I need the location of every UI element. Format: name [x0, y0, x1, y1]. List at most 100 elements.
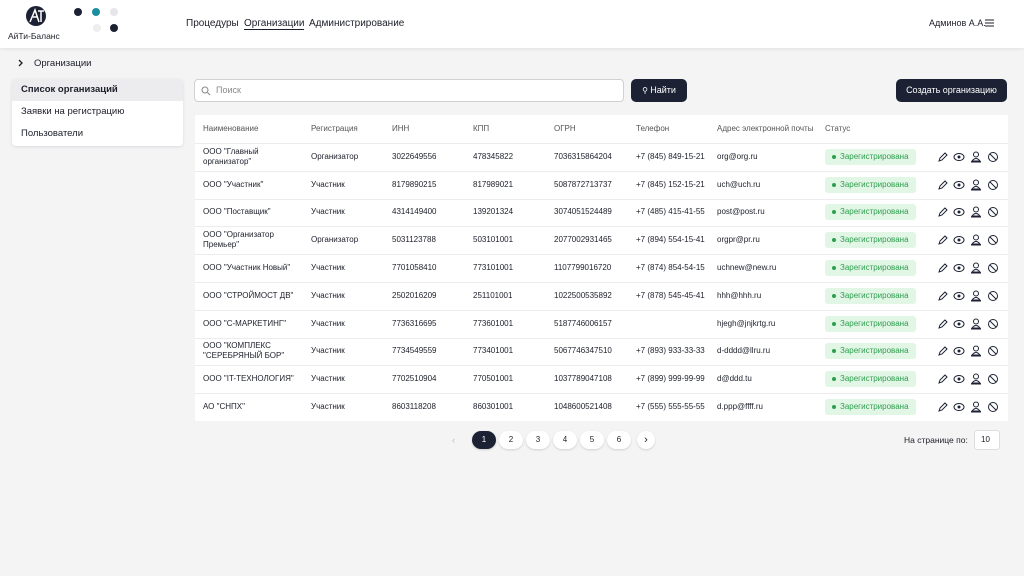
- table-cell: org@org.ru: [717, 151, 758, 161]
- table-cell: ООО "Участник": [203, 179, 264, 189]
- user-menu[interactable]: Админов А.А.: [929, 18, 986, 28]
- page-button[interactable]: 4: [553, 431, 577, 449]
- table-cell: Участник: [311, 402, 345, 412]
- table-cell: uchnew@new.ru: [717, 263, 777, 273]
- table-cell: 139201324: [473, 207, 514, 217]
- column-header: Телефон: [636, 124, 670, 133]
- action-icons[interactable]: [937, 151, 1007, 163]
- nav-link[interactable]: Организации: [244, 18, 305, 30]
- table-cell: d@ddd.tu: [717, 374, 752, 384]
- table-cell: 5087872713737: [554, 179, 612, 189]
- status-badge: Зарегистрирована: [825, 371, 916, 388]
- table: Наименование Регистрация ИНН КПП ОГРН Телефон…: [195, 115, 1008, 421]
- breadcrumb-arrow: [18, 59, 23, 67]
- table-cell: 5067746347510: [554, 346, 612, 356]
- status-cell: Зарегистрирована: [825, 310, 925, 338]
- status-cell: Зарегистрирована: [825, 393, 925, 421]
- status-cell: Зарегистрирована: [825, 143, 925, 171]
- status-cell: Зарегистрирована: [825, 226, 925, 254]
- table-cell: 5031123788: [392, 235, 436, 245]
- row-actions[interactable]: [937, 338, 1007, 366]
- status-cell: Зарегистрирована: [825, 199, 925, 227]
- status-badge: Зарегистрирована: [825, 315, 916, 332]
- sidebar-item[interactable]: Пользователи: [21, 128, 84, 139]
- column-header: Статус: [825, 124, 851, 133]
- row-actions[interactable]: [937, 310, 1007, 338]
- status-cell: Зарегистрирована: [825, 338, 925, 366]
- per-page-select[interactable]: 10: [974, 430, 1000, 450]
- table-cell: ООО "Поставщик": [203, 207, 271, 217]
- table-cell: 1037789047108: [554, 374, 612, 384]
- action-icons[interactable]: [937, 262, 1007, 274]
- table-cell: 7734549559: [392, 346, 437, 356]
- table-cell: uch@uch.ru: [717, 179, 761, 189]
- table-cell: 2077002931465: [554, 235, 612, 245]
- row-actions[interactable]: [937, 365, 1007, 393]
- prev-page[interactable]: ‹: [452, 435, 455, 445]
- status-dot: [832, 349, 836, 354]
- page-button[interactable]: 2: [499, 431, 523, 449]
- menu-icon[interactable]: [985, 19, 994, 27]
- action-icons[interactable]: [937, 401, 1007, 413]
- table-cell: 8179890215: [392, 179, 437, 189]
- action-icons[interactable]: [937, 318, 1007, 330]
- action-icons[interactable]: [937, 206, 1007, 218]
- table-cell: +7 (874) 854-54-15: [636, 263, 705, 273]
- table-cell: +7 (845) 849-15-21: [636, 151, 705, 161]
- action-icons[interactable]: [937, 234, 1007, 246]
- table-cell: 251101001: [473, 290, 513, 300]
- action-icons[interactable]: [937, 345, 1007, 357]
- status-badge: Зарегистрирована: [825, 399, 916, 416]
- action-icons[interactable]: [937, 290, 1007, 302]
- breadcrumb[interactable]: Организации: [34, 58, 92, 69]
- table-cell: ООО "IT-ТЕХНОЛОГИЯ": [203, 374, 294, 384]
- status-dot: [832, 377, 836, 382]
- nav-link[interactable]: Администрирование: [309, 18, 405, 29]
- table-cell: 2502016209: [392, 290, 437, 300]
- column-header: Регистрация: [311, 124, 358, 133]
- column-header: КПП: [473, 124, 490, 133]
- page-button[interactable]: 6: [607, 431, 631, 449]
- table-cell: [636, 310, 706, 338]
- status-cell: Зарегистрирована: [825, 282, 925, 310]
- next-page[interactable]: ›: [637, 431, 655, 449]
- search-button[interactable]: ⚲ Найти: [631, 79, 687, 102]
- status-dot: [832, 265, 836, 270]
- sidebar-item[interactable]: Заявки на регистрацию: [21, 106, 125, 117]
- table-cell: +7 (894) 554-15-41: [636, 235, 705, 245]
- table-cell: orgpr@pr.ru: [717, 235, 760, 245]
- row-actions[interactable]: [937, 171, 1007, 199]
- create-button[interactable]: Создать организацию: [896, 79, 1007, 102]
- table-cell: Участник: [311, 374, 345, 384]
- page-button[interactable]: 3: [526, 431, 550, 449]
- table-cell: 478345822: [473, 151, 514, 161]
- row-actions[interactable]: [937, 282, 1007, 310]
- page-button[interactable]: 1: [472, 431, 496, 449]
- table-cell: 7036315864204: [554, 151, 612, 161]
- status-cell: Зарегистрирована: [825, 254, 925, 282]
- status-text: Зарегистрирована: [840, 346, 909, 356]
- action-icons[interactable]: [937, 373, 1007, 385]
- page-button[interactable]: 5: [580, 431, 604, 449]
- table-cell: ООО "СТРОЙМОСТ ДВ": [203, 290, 294, 300]
- row-actions[interactable]: [937, 143, 1007, 171]
- status-text: Зарегистрирована: [840, 402, 909, 412]
- table-cell: 1107799016720: [554, 263, 612, 273]
- sidebar-item[interactable]: Список организаций: [12, 79, 183, 101]
- nav-link[interactable]: Процедуры: [186, 18, 239, 29]
- table-cell: 3074051524489: [554, 207, 612, 217]
- row-actions[interactable]: [937, 254, 1007, 282]
- row-actions[interactable]: [937, 393, 1007, 421]
- search-input[interactable]: Поиск: [194, 79, 624, 102]
- column-header: ИНН: [392, 124, 410, 133]
- status-text: Зарегистрирована: [840, 263, 909, 273]
- row-actions[interactable]: [937, 226, 1007, 254]
- column-header: ОГРН: [554, 124, 576, 133]
- action-icons[interactable]: [937, 179, 1007, 191]
- row-actions[interactable]: [937, 199, 1007, 227]
- status-cell: Зарегистрирована: [825, 171, 925, 199]
- row-divider: [195, 309, 1008, 311]
- search-icon: [201, 86, 211, 96]
- status-dot: [832, 293, 836, 298]
- status-text: Зарегистрирована: [840, 318, 909, 328]
